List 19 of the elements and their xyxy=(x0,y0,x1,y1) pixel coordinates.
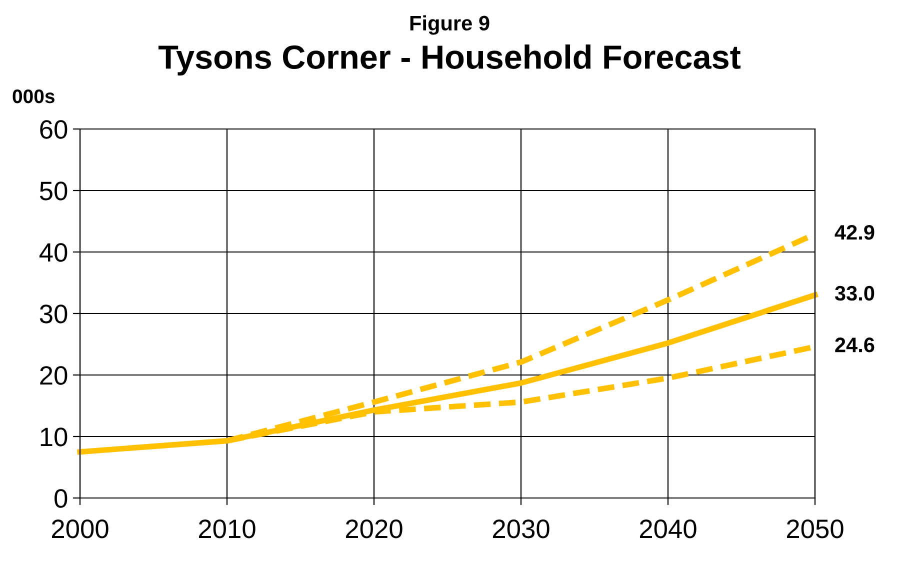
x-tick-label: 2040 xyxy=(640,520,696,538)
y-tick-label: 40 xyxy=(39,243,68,262)
y-tick-label: 0 xyxy=(54,489,68,508)
y-axis-title: 000s xyxy=(12,89,54,104)
x-tick-label: 2020 xyxy=(346,520,402,538)
x-tick-label: 2010 xyxy=(198,520,256,538)
chart-subtitle: Figure 9 xyxy=(410,15,490,35)
data-label: 42.9 xyxy=(834,225,874,240)
y-tick-label: 30 xyxy=(40,304,68,324)
y-tick-label: 60 xyxy=(40,120,68,139)
x-tick-label: 2000 xyxy=(52,520,108,538)
data-label: 33.0 xyxy=(834,286,874,301)
data-label: 24.6 xyxy=(835,338,874,352)
x-tick-label: 2030 xyxy=(492,520,550,538)
y-tick-label: 50 xyxy=(40,182,68,200)
x-tick-label: 2050 xyxy=(786,520,844,538)
chart-title: Tysons Corner - Household Forecast xyxy=(158,44,741,76)
y-tick-label: 20 xyxy=(40,366,68,385)
y-tick-label: 10 xyxy=(40,428,68,446)
